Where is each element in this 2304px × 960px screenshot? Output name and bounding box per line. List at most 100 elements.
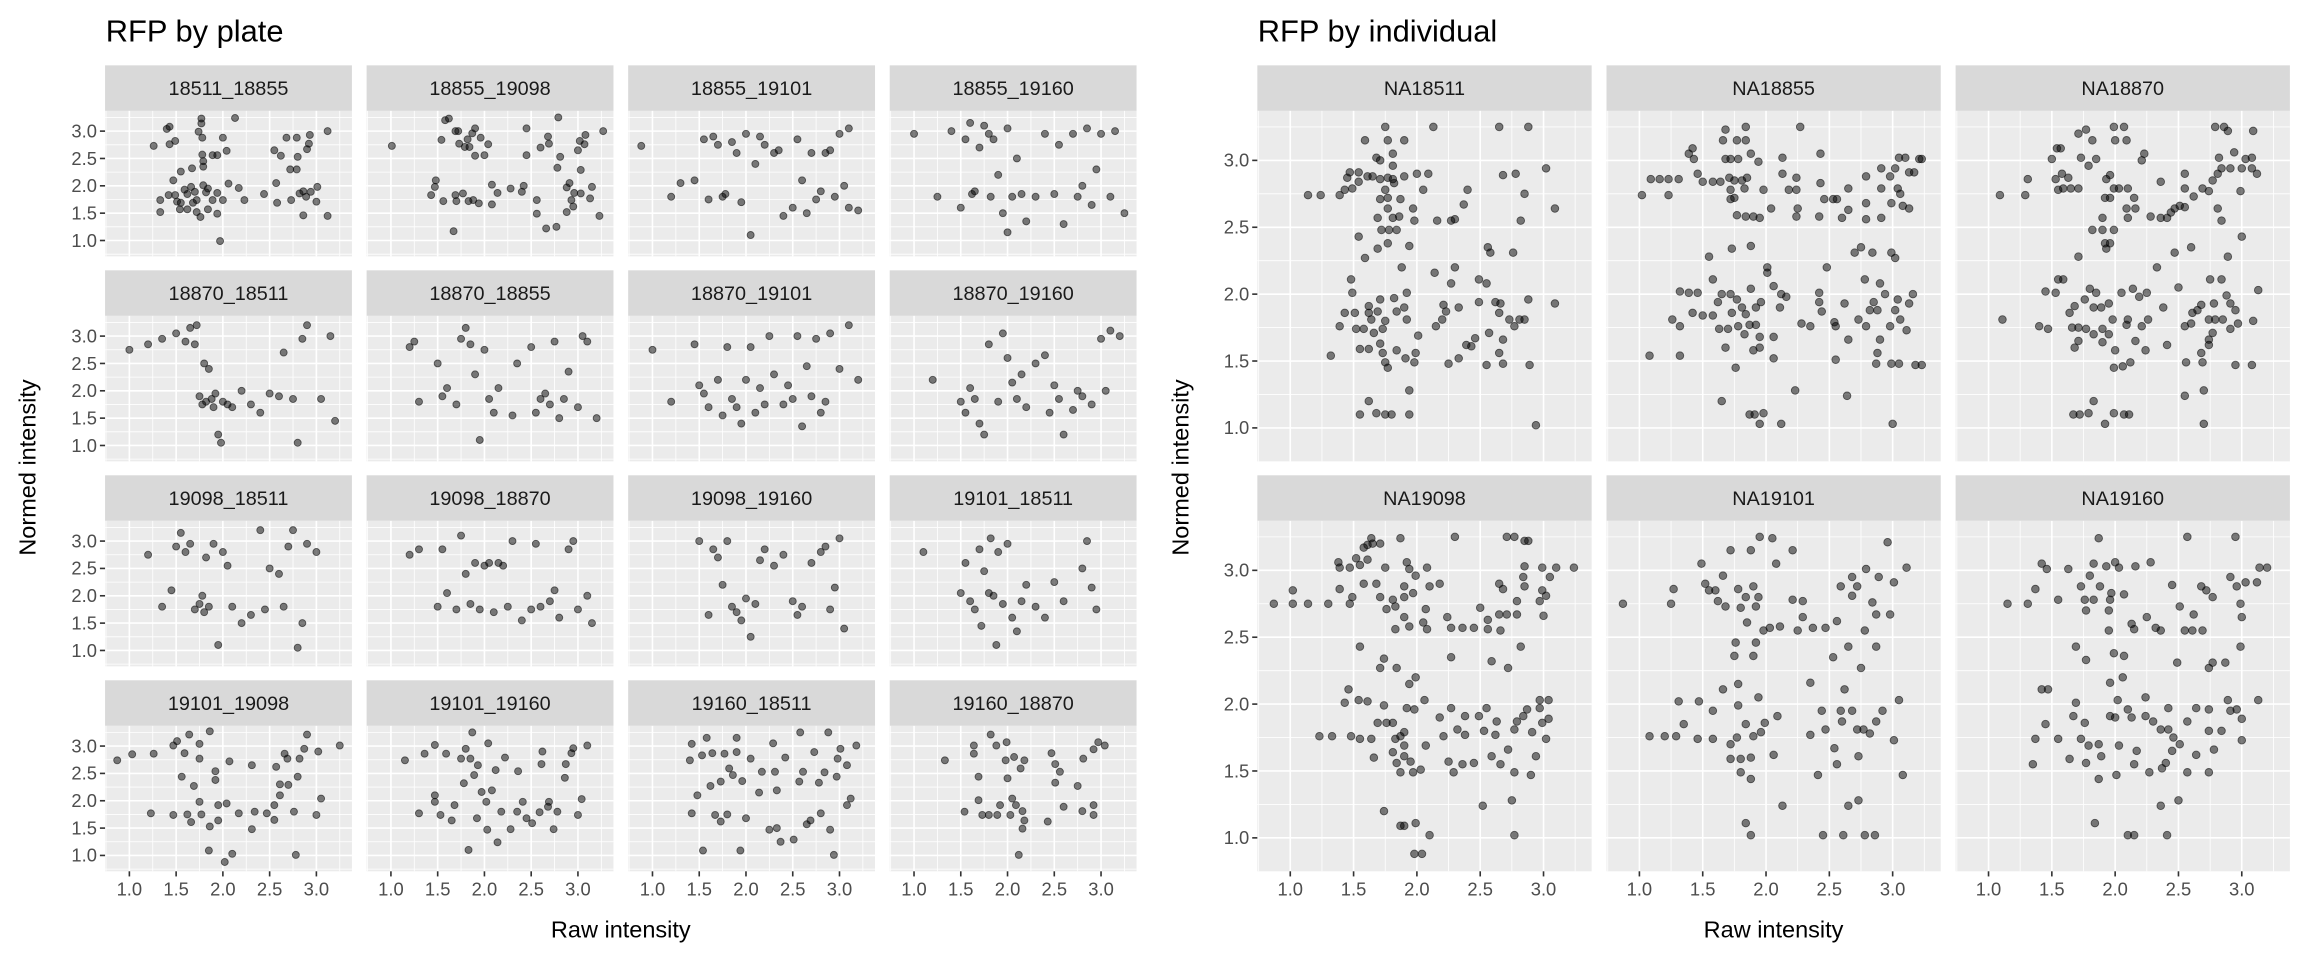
data-point xyxy=(829,850,838,859)
data-point xyxy=(433,602,442,611)
data-point xyxy=(2146,558,2155,567)
data-point xyxy=(303,145,311,154)
data-point xyxy=(1876,213,1886,223)
data-point xyxy=(430,182,439,191)
data-point xyxy=(1693,734,1702,744)
data-point xyxy=(956,397,965,406)
data-point xyxy=(2156,177,2165,187)
data-point xyxy=(1496,299,1505,308)
data-point xyxy=(1821,623,1830,633)
data-point xyxy=(2161,758,2171,768)
data-point xyxy=(961,408,970,417)
data-point xyxy=(2090,818,2100,828)
data-point xyxy=(1669,584,1678,594)
data-point xyxy=(1416,765,1425,774)
y-tick-label: 2.0 xyxy=(71,585,97,606)
data-point xyxy=(489,608,498,617)
x-tick-label: 2.5 xyxy=(518,879,544,900)
data-point xyxy=(550,337,559,346)
data-point xyxy=(415,545,423,554)
data-point xyxy=(1749,651,1758,661)
data-point xyxy=(1399,751,1409,761)
data-point xyxy=(826,825,835,834)
data-point xyxy=(1871,610,1881,619)
data-point xyxy=(2253,285,2263,295)
data-point xyxy=(1746,830,1756,840)
data-point xyxy=(795,777,804,786)
data-point xyxy=(1054,395,1063,403)
data-point xyxy=(2229,148,2239,157)
data-point xyxy=(2204,705,2214,714)
facet-strip xyxy=(1257,65,1592,111)
facet-strip-label: 18870_18855 xyxy=(429,283,550,305)
data-point xyxy=(2041,287,2050,296)
data-point xyxy=(1688,308,1697,318)
data-point xyxy=(1904,299,1914,308)
data-point xyxy=(1413,331,1423,340)
data-point xyxy=(1087,583,1096,592)
data-point xyxy=(1458,760,1467,769)
data-point xyxy=(1383,136,1393,145)
data-point xyxy=(751,600,760,608)
data-point xyxy=(1069,405,1077,414)
data-point xyxy=(487,180,496,189)
data-point xyxy=(1782,292,1791,302)
data-point xyxy=(1443,612,1452,622)
data-point xyxy=(1043,817,1052,826)
data-point xyxy=(2253,695,2263,705)
data-point xyxy=(1355,344,1365,354)
data-point xyxy=(1367,734,1376,744)
data-point xyxy=(430,791,439,800)
data-point xyxy=(1491,730,1500,740)
data-point xyxy=(2098,338,2107,347)
data-point xyxy=(2252,578,2262,587)
data-point xyxy=(784,381,793,390)
facet-strip xyxy=(366,270,614,316)
data-point xyxy=(1496,760,1505,769)
data-point xyxy=(2109,363,2119,372)
data-point xyxy=(1831,321,1840,331)
x-tick-label: 3.0 xyxy=(565,879,591,900)
data-point xyxy=(975,419,984,428)
y-tick-label: 3.0 xyxy=(71,530,97,551)
facet-strip-label: 19160_18511 xyxy=(692,693,812,715)
data-point xyxy=(1668,315,1677,324)
data-point xyxy=(2043,685,2053,694)
data-point xyxy=(1775,303,1785,312)
data-point xyxy=(499,561,508,570)
data-point xyxy=(1717,396,1726,406)
data-point xyxy=(1364,344,1374,354)
data-point xyxy=(531,539,540,548)
data-point xyxy=(1316,190,1325,200)
data-point xyxy=(975,545,984,554)
data-point xyxy=(586,194,595,203)
data-point xyxy=(1836,706,1845,716)
data-point xyxy=(203,184,212,193)
data-point xyxy=(1814,297,1824,307)
data-point xyxy=(2145,768,2154,777)
data-point xyxy=(564,545,573,554)
data-point xyxy=(789,835,798,844)
facet-strip-label: NA18870 xyxy=(2081,78,2164,100)
data-point xyxy=(1537,718,1547,728)
x-tick-label: 2.0 xyxy=(995,879,1021,900)
data-point xyxy=(718,411,727,420)
data-point xyxy=(314,747,323,756)
data-point xyxy=(1392,663,1401,673)
facet-strip xyxy=(1606,65,1941,111)
data-point xyxy=(812,195,821,204)
data-point xyxy=(1733,584,1743,594)
facet-panel: 19098_19160 xyxy=(628,475,876,667)
data-point xyxy=(128,750,137,759)
data-point xyxy=(573,403,582,412)
data-point xyxy=(473,761,482,770)
data-point xyxy=(1100,741,1109,750)
facet-panel: 19160_18870 1.0 1.5 2.0 2.5 3.0 xyxy=(889,680,1137,900)
data-point xyxy=(2114,741,2124,750)
data-point xyxy=(1078,392,1087,401)
data-point xyxy=(197,810,206,819)
data-point xyxy=(220,858,229,866)
data-point xyxy=(796,728,805,737)
facet-strip xyxy=(366,680,614,726)
facet-strip xyxy=(889,65,1137,111)
